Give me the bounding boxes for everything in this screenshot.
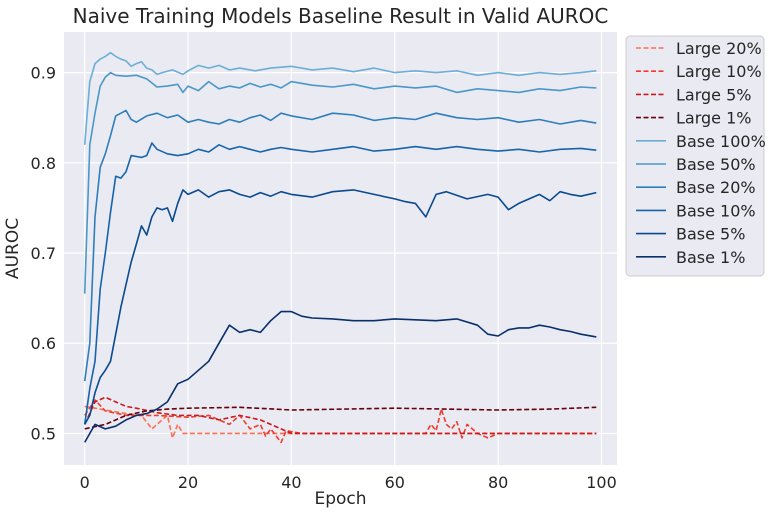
series-line-base-10pct [83,142,597,425]
y-tick-label: 0.8 [31,154,56,173]
y-axis-label: AUROC [3,218,23,279]
series-lines [83,51,597,444]
y-tick-labels: 0.5 0.6 0.7 0.8 0.9 [31,64,56,444]
series-line-base-50pct [83,71,597,294]
legend-label-base-20pct: Base 20% [676,178,756,197]
plot-area [64,32,617,465]
legend-label-large-1pct: Large 1% [676,109,751,128]
x-tick-label: 40 [281,473,301,492]
legend-label-base-50pct: Base 50% [676,155,756,174]
legend-label-large-5pct: Large 5% [676,85,751,104]
legend-box [625,35,765,277]
legend-label-large-20pct: Large 20% [676,39,762,58]
x-axis-label: Epoch [314,489,366,509]
grid-lines [64,32,617,465]
series-line-base-100pct [83,51,597,145]
x-tick-label: 100 [586,473,617,492]
legend-label-base-10pct: Base 10% [676,201,756,220]
x-tick-label: 20 [178,473,198,492]
series-line-large-5pct [83,396,597,435]
series-line-base-1pct [84,310,597,443]
legend-label-base-1pct: Base 1% [676,248,745,267]
legend: Large 20% Large 10% Large 5% Large 1% Base 1… [625,35,766,277]
legend-label-base-100pct: Base 100% [676,132,766,151]
x-tick-labels: 0 20 40 60 80 100 [80,473,617,492]
series-line-base-20pct [83,109,597,382]
y-tick-label: 0.6 [31,334,56,353]
y-tick-label: 0.9 [31,64,56,83]
x-tick-label: 80 [488,473,508,492]
legend-items: Large 20% Large 10% Large 5% Large 1% Base 1… [636,39,766,267]
x-tick-label: 0 [80,473,90,492]
legend-label-large-10pct: Large 10% [676,62,762,81]
y-tick-label: 0.5 [31,424,56,443]
series-line-base-5pct [84,189,597,425]
chart-title: Naive Training Models Baseline Result in… [73,4,609,28]
x-tick-label: 60 [385,473,405,492]
legend-label-base-5pct: Base 5% [676,225,745,244]
series-line-large-20pct [84,405,597,439]
y-tick-label: 0.7 [31,244,56,263]
series-line-large-1pct [84,406,597,430]
